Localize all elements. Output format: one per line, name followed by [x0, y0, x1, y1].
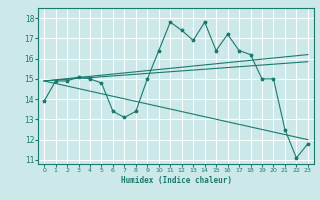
X-axis label: Humidex (Indice chaleur): Humidex (Indice chaleur)	[121, 176, 231, 185]
